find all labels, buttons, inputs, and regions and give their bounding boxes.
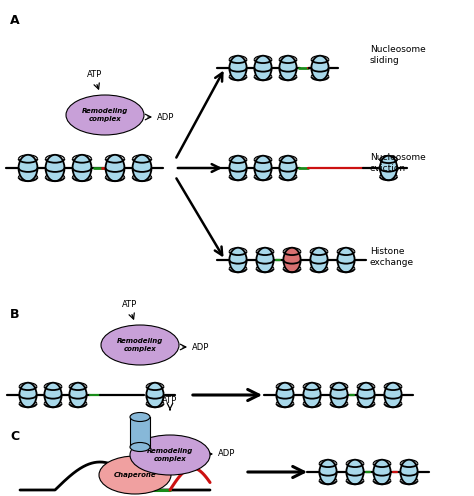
Text: ATP: ATP xyxy=(122,300,137,309)
Ellipse shape xyxy=(229,247,247,273)
Text: B: B xyxy=(10,308,19,321)
Ellipse shape xyxy=(310,247,328,273)
Ellipse shape xyxy=(256,247,274,273)
Ellipse shape xyxy=(303,382,321,408)
Ellipse shape xyxy=(130,442,150,451)
Ellipse shape xyxy=(319,459,337,485)
Text: Remodeling
complex: Remodeling complex xyxy=(147,448,193,461)
Ellipse shape xyxy=(384,382,402,408)
Text: Remodeling
complex: Remodeling complex xyxy=(117,338,163,352)
Ellipse shape xyxy=(380,155,397,181)
Text: ADP: ADP xyxy=(218,449,236,458)
Text: Nucleosome
eviction: Nucleosome eviction xyxy=(370,153,426,173)
Ellipse shape xyxy=(146,382,164,408)
Text: Remodeling
complex: Remodeling complex xyxy=(82,109,128,122)
Bar xyxy=(130,417,150,447)
Text: C: C xyxy=(10,430,19,443)
Ellipse shape xyxy=(229,155,247,181)
Text: Nucleosome
sliding: Nucleosome sliding xyxy=(370,45,426,65)
Ellipse shape xyxy=(105,154,125,182)
Ellipse shape xyxy=(130,435,210,475)
Ellipse shape xyxy=(279,155,297,181)
Ellipse shape xyxy=(18,154,38,182)
Ellipse shape xyxy=(101,325,179,365)
Text: A: A xyxy=(10,14,19,27)
Ellipse shape xyxy=(66,95,144,135)
Ellipse shape xyxy=(279,55,297,81)
Ellipse shape xyxy=(346,459,364,485)
Ellipse shape xyxy=(229,55,247,81)
Ellipse shape xyxy=(337,247,355,273)
Ellipse shape xyxy=(69,382,87,408)
Ellipse shape xyxy=(283,247,301,273)
Text: Chaperone: Chaperone xyxy=(114,472,156,478)
Ellipse shape xyxy=(254,155,272,181)
Ellipse shape xyxy=(130,413,150,422)
Text: ATP: ATP xyxy=(163,396,178,405)
Text: ATP: ATP xyxy=(87,70,103,79)
Text: ADP: ADP xyxy=(192,343,210,352)
Ellipse shape xyxy=(19,382,37,408)
Ellipse shape xyxy=(330,382,348,408)
Ellipse shape xyxy=(45,154,65,182)
Ellipse shape xyxy=(99,456,171,494)
Text: Histone
exchange: Histone exchange xyxy=(370,247,414,267)
Ellipse shape xyxy=(72,154,92,182)
Ellipse shape xyxy=(44,382,62,408)
Ellipse shape xyxy=(357,382,375,408)
Ellipse shape xyxy=(254,55,272,81)
Ellipse shape xyxy=(373,459,391,485)
Ellipse shape xyxy=(311,55,329,81)
Ellipse shape xyxy=(400,459,418,485)
Ellipse shape xyxy=(132,154,152,182)
Text: ADP: ADP xyxy=(157,113,174,122)
Ellipse shape xyxy=(276,382,294,408)
